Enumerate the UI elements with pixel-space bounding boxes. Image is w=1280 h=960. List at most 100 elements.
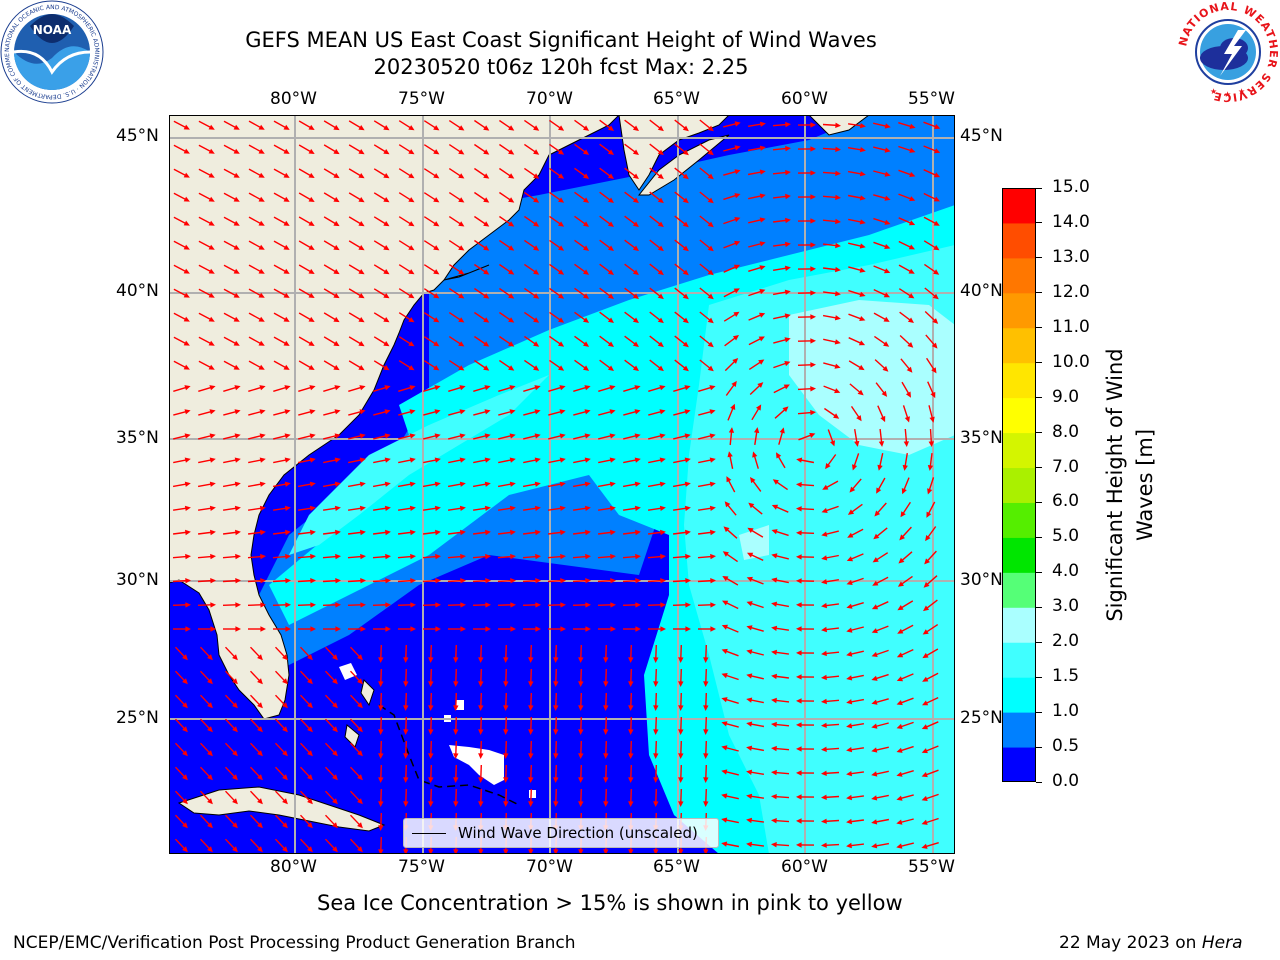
wind-wave-arrowhead bbox=[796, 626, 802, 632]
lat-label-right-45n: 45°N bbox=[960, 126, 1003, 146]
wind-wave-arrowhead bbox=[771, 601, 778, 607]
wind-wave-arrowhead bbox=[459, 409, 466, 415]
wind-wave-arrowhead bbox=[610, 578, 616, 584]
wind-wave-arrowhead bbox=[333, 148, 340, 155]
wind-wave-arrowhead bbox=[508, 197, 515, 203]
wind-wave-arrowhead bbox=[632, 365, 639, 371]
wind-wave-arrowhead bbox=[685, 553, 691, 560]
wind-wave-arrowhead bbox=[678, 753, 684, 759]
wind-wave-arrowhead bbox=[583, 125, 590, 131]
colorbar-cell bbox=[1002, 432, 1036, 469]
wind-wave-arrowhead bbox=[771, 818, 777, 824]
wind-wave-arrowhead bbox=[483, 125, 490, 131]
wind-wave-arrowhead bbox=[458, 197, 465, 203]
wind-wave-arrowhead bbox=[872, 580, 879, 586]
wind-wave-arrowhead bbox=[703, 657, 709, 663]
wind-wave-arrowhead bbox=[384, 457, 391, 463]
wind-wave-arrowhead bbox=[821, 746, 827, 752]
wind-wave-arrowhead bbox=[483, 365, 490, 371]
wind-wave-arrowhead bbox=[232, 702, 238, 709]
wind-wave-arrowhead bbox=[533, 125, 540, 131]
wind-wave-arrowhead bbox=[710, 602, 716, 608]
wind-wave-arrowhead bbox=[459, 505, 466, 511]
wind-wave-arrowhead bbox=[508, 173, 515, 179]
wind-wave-arrowhead bbox=[483, 149, 490, 155]
wind-wave-arrowhead bbox=[478, 777, 484, 783]
map-frame bbox=[169, 115, 955, 854]
wind-wave-arrowhead bbox=[182, 654, 188, 661]
wind-wave-arrowhead bbox=[258, 268, 265, 274]
wind-wave-arrowhead bbox=[533, 341, 540, 347]
wind-wave-arrowhead bbox=[710, 529, 716, 536]
wind-wave-arrowhead bbox=[728, 427, 735, 433]
wind-wave-arrowhead bbox=[821, 794, 827, 800]
map-legend: Wind Wave Direction (unscaled) bbox=[403, 818, 719, 848]
wind-wave-arrowhead bbox=[282, 750, 288, 757]
wind-wave-arrowhead bbox=[726, 476, 732, 483]
wind-wave-arrowhead bbox=[902, 464, 908, 471]
wind-wave-arrowhead bbox=[259, 385, 266, 391]
wave-height-map bbox=[169, 115, 955, 854]
wind-wave-arrowhead bbox=[409, 505, 416, 511]
wind-wave-arrowhead bbox=[846, 627, 853, 633]
wind-wave-arrowhead bbox=[453, 777, 459, 783]
wind-wave-arrowhead bbox=[871, 675, 878, 681]
wind-wave-arrowhead bbox=[257, 750, 263, 757]
wind-wave-arrowhead bbox=[703, 849, 709, 854]
wind-wave-arrowhead bbox=[357, 822, 363, 829]
wind-wave-arrowhead bbox=[307, 702, 313, 709]
colorbar-tick-mark bbox=[1036, 187, 1042, 189]
wind-wave-arrowhead bbox=[232, 678, 238, 685]
wind-wave-arrowhead bbox=[553, 753, 559, 759]
wind-wave-arrowhead bbox=[528, 849, 534, 854]
wind-wave-arrowhead bbox=[453, 705, 459, 711]
lat-label-left-45n: 45°N bbox=[116, 126, 159, 146]
wind-wave-arrowhead bbox=[182, 678, 188, 685]
wind-wave-arrowhead bbox=[453, 657, 459, 663]
wind-wave-arrowhead bbox=[721, 793, 728, 799]
land-bahamas-1 bbox=[339, 663, 357, 680]
wind-wave-arrowhead bbox=[635, 602, 641, 608]
wind-wave-arrowhead bbox=[210, 602, 216, 608]
wind-wave-arrowhead bbox=[528, 777, 534, 783]
wind-wave-arrowhead bbox=[785, 241, 791, 248]
wind-wave-arrowhead bbox=[678, 705, 684, 711]
wind-wave-arrowhead bbox=[378, 825, 384, 831]
wind-wave-arrowhead bbox=[458, 341, 465, 347]
wind-wave-arrowhead bbox=[746, 601, 753, 607]
wind-wave-arrowhead bbox=[435, 578, 441, 584]
wind-wave-arrowhead bbox=[872, 557, 879, 563]
wind-wave-arrowhead bbox=[585, 602, 591, 608]
wind-wave-arrowhead bbox=[209, 385, 216, 391]
wind-wave-arrowhead bbox=[657, 197, 664, 204]
wind-wave-arrowhead bbox=[610, 553, 616, 560]
wind-wave-arrowhead bbox=[258, 364, 265, 370]
colorbar-tick-mark bbox=[1036, 711, 1042, 713]
wind-wave-arrowhead bbox=[208, 172, 215, 178]
wind-wave-arrowhead bbox=[583, 269, 590, 275]
wind-wave-arrowhead bbox=[533, 197, 540, 203]
wind-wave-arrowhead bbox=[796, 794, 802, 800]
wind-wave-arrowhead bbox=[923, 605, 930, 612]
wind-wave-arrowhead bbox=[771, 745, 777, 752]
wind-wave-arrowhead bbox=[553, 657, 559, 663]
wind-wave-arrowhead bbox=[207, 726, 213, 733]
wind-wave-arrowhead bbox=[883, 341, 890, 347]
wind-wave-arrowhead bbox=[900, 511, 906, 518]
noaa-logo: NATIONAL OCEANIC AND ATMOSPHERIC ADMINIS… bbox=[0, 0, 104, 104]
wind-wave-arrowhead bbox=[359, 433, 366, 439]
wind-wave-arrowhead bbox=[383, 197, 390, 203]
wind-wave-arrowhead bbox=[332, 774, 338, 781]
wind-wave-arrowhead bbox=[578, 681, 584, 687]
colorbar-tick-mark bbox=[1036, 327, 1042, 329]
wind-wave-arrowhead bbox=[779, 427, 785, 434]
wind-wave-arrowhead bbox=[653, 801, 659, 807]
wind-wave-arrowhead bbox=[560, 602, 566, 608]
wind-wave-arrowhead bbox=[235, 553, 241, 560]
wind-wave-arrowhead bbox=[682, 149, 689, 156]
wind-wave-arrowhead bbox=[821, 818, 827, 824]
lon-label-bottom-60w: 60°W bbox=[781, 857, 828, 877]
wind-wave-arrowhead bbox=[682, 245, 689, 252]
wind-wave-arrowhead bbox=[182, 726, 188, 733]
wind-wave-arrowhead bbox=[357, 798, 363, 805]
